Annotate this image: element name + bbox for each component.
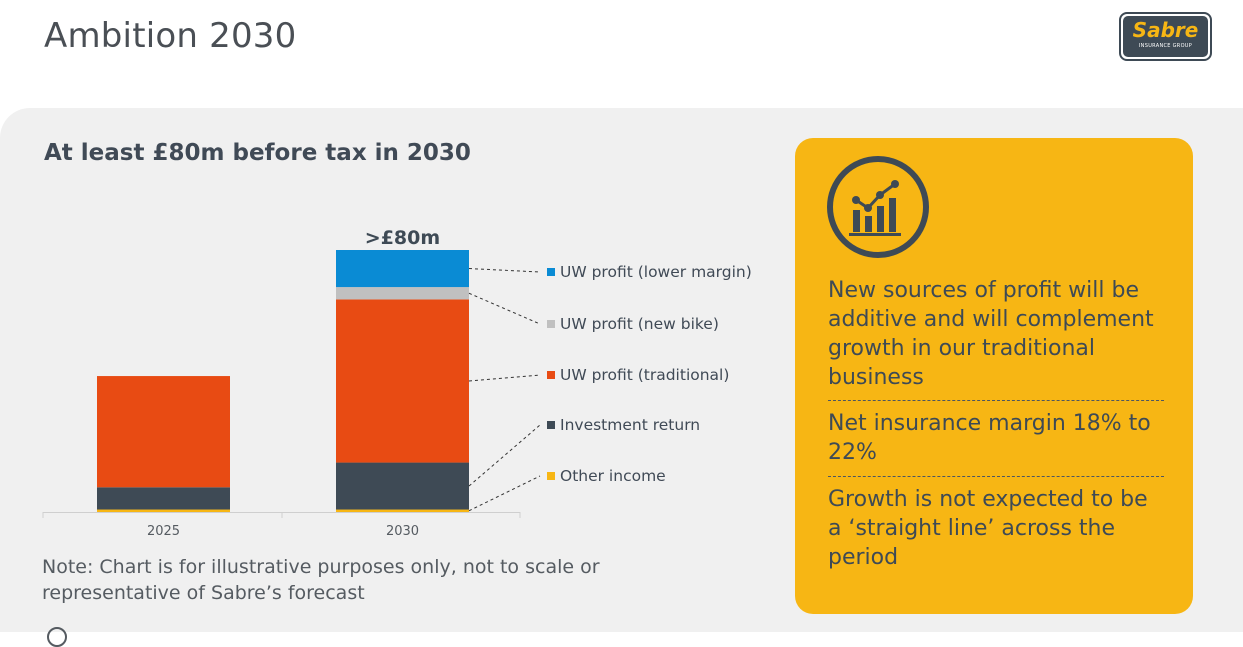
- callout-divider-2: [828, 476, 1164, 477]
- legend-label-uw-profit-new-bike: UW profit (new bike): [560, 315, 719, 333]
- legend-label-investment-return: Investment return: [560, 416, 700, 434]
- bar-2030-uw-profit-lower-margin: [336, 250, 469, 288]
- callout-point-2: Net insurance margin 18% to 22%: [828, 411, 1151, 465]
- stacked-bar-chart: 2025 2030 >£80m UW profit (lower margin) UW …: [42, 227, 752, 539]
- callout-point-3: Growth is not expected to be a ‘straight…: [828, 487, 1148, 570]
- x-tick-label-2030: 2030: [386, 524, 419, 539]
- leader-line-uw-profit-new-bike: [468, 292, 541, 325]
- callout-point-1: New sources of profit will be additive a…: [828, 278, 1154, 390]
- footer-circle-icon: [47, 627, 67, 647]
- sabre-logo: Sabre INSURANCE GROUP: [1119, 12, 1212, 61]
- total-label-2030: >£80m: [365, 227, 440, 249]
- leader-line-uw-profit-traditional: [468, 374, 541, 382]
- leader-line-investment-return: [468, 424, 541, 487]
- legend-label-uw-profit-traditional: UW profit (traditional): [560, 366, 729, 384]
- x-tick-label-2025: 2025: [147, 524, 180, 539]
- leader-line-other-income: [468, 475, 541, 512]
- callout-divider-1: [828, 400, 1164, 401]
- bar-2030-investment-return: [336, 462, 469, 510]
- logo-wordmark: Sabre: [1132, 18, 1199, 42]
- legend-label-other-income: Other income: [560, 467, 666, 485]
- chart-title: At least £80m before tax in 2030: [44, 140, 471, 166]
- callout-box: New sources of profit will be additive a…: [795, 138, 1193, 614]
- legend-label-uw-profit-lower-margin: UW profit (lower margin): [560, 263, 752, 281]
- growth-chart-icon: [827, 156, 929, 258]
- legend-swatch-uw-profit-traditional: [547, 371, 555, 379]
- bar-2030-other-income: [336, 509, 469, 512]
- legend-swatch-other-income: [547, 472, 555, 480]
- leader-line-uw-profit-lower-margin: [468, 268, 541, 273]
- legend-swatch-uw-profit-lower-margin: [547, 268, 555, 276]
- legend-swatch-investment-return: [547, 421, 555, 429]
- bar-2025-other-income: [97, 509, 230, 512]
- bar-2025-uw-profit-traditional: [97, 376, 230, 488]
- bar-2030-uw-profit-new-bike: [336, 287, 469, 300]
- bar-2025-investment-return: [97, 487, 230, 510]
- bar-2030-uw-profit-traditional: [336, 299, 469, 463]
- chart-note: Note: Chart is for illustrative purposes…: [42, 556, 600, 604]
- slide-title: Ambition 2030: [44, 16, 297, 56]
- legend-swatch-uw-profit-new-bike: [547, 320, 555, 328]
- logo-subtext: INSURANCE GROUP: [1138, 43, 1193, 49]
